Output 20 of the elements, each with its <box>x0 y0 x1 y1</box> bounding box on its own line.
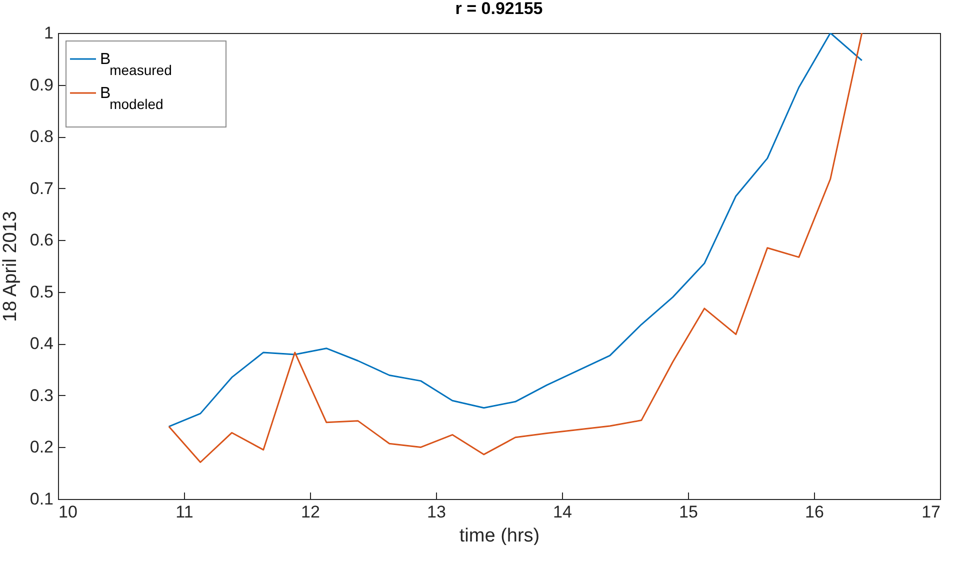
chart-title: r = 0.92155 <box>455 0 543 18</box>
x-tick-label: 10 <box>58 502 78 522</box>
y-tick-label: 0.8 <box>30 127 54 146</box>
y-tick-label: 1 <box>44 24 54 42</box>
y-tick-label: 0.7 <box>30 178 54 198</box>
y-tick-label: 0.6 <box>30 230 54 250</box>
y-tick-label: 0.4 <box>30 334 54 354</box>
y-tick-label: 0.5 <box>30 282 54 302</box>
y-tick-label: 0.2 <box>30 438 54 457</box>
x-tick-label: 16 <box>805 502 824 522</box>
x-tick-label: 12 <box>301 502 320 522</box>
x-tick-label: 17 <box>922 502 940 522</box>
x-tick-label: 14 <box>553 502 572 522</box>
y-tick-label: 0.1 <box>30 490 54 508</box>
x-tick-label: 15 <box>679 502 698 522</box>
y-tick-label: 0.9 <box>30 75 54 94</box>
x-tick-label: 11 <box>176 502 194 522</box>
y-axis-title: 18 April 2013 <box>0 211 21 322</box>
y-tick-label: 0.3 <box>30 386 54 405</box>
x-tick-label: 13 <box>427 502 446 522</box>
